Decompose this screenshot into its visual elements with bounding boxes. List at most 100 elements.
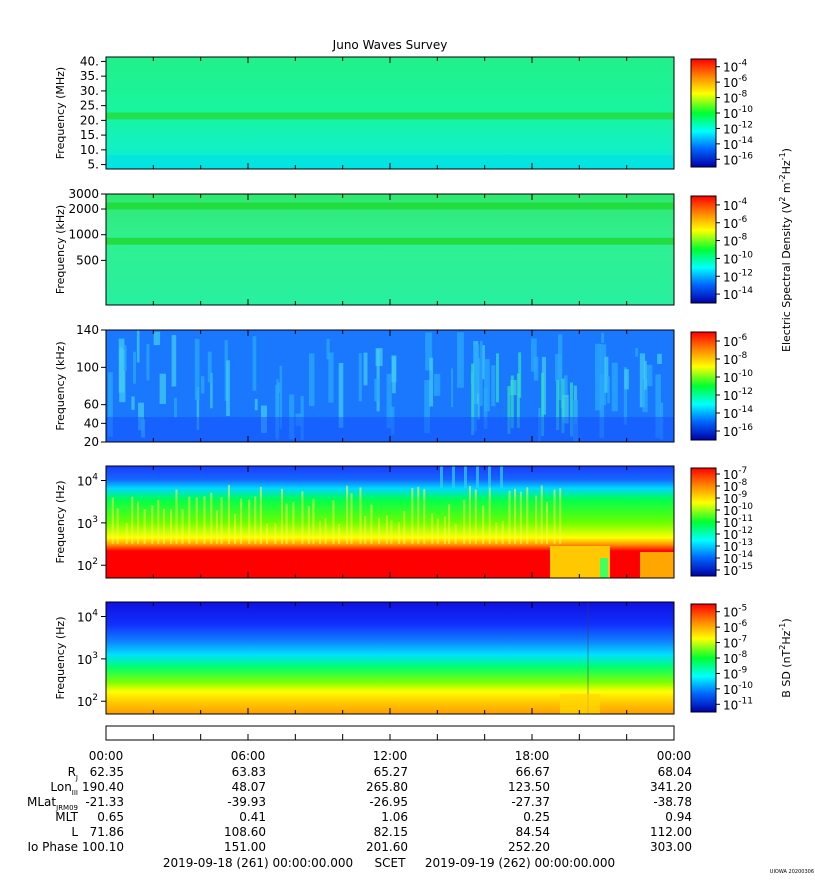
y-tick-label: 103 — [77, 651, 98, 667]
ephemeris-value: -38.78 — [653, 795, 692, 809]
emission-streak — [259, 486, 262, 544]
emission-streak — [451, 368, 454, 408]
ephemeris-row-label: LonIII — [50, 780, 78, 797]
emission-streak — [285, 503, 288, 544]
emission-streak — [300, 396, 304, 440]
emission-streak — [308, 353, 315, 407]
y-axis-label: Frequency (kHz) — [54, 341, 67, 430]
emission-streak — [240, 498, 243, 544]
emission-streak — [123, 345, 127, 371]
emission-streak — [138, 402, 145, 431]
y-tick-label: 20 — [84, 435, 99, 449]
emission-streak — [476, 466, 479, 488]
ephemeris-table: 00:00 06:00 12:00 18:00 00:00 RJ 62.35 63.83 65.… — [27, 725, 692, 854]
emission-patch — [560, 694, 600, 714]
bsd-label: B SD (nT2Hz-1) — [778, 618, 793, 697]
emission-streak — [378, 517, 381, 544]
emission-streak — [194, 338, 200, 400]
emission-streak — [482, 345, 485, 380]
time-label: 06:00 — [231, 749, 266, 763]
emission-streak — [136, 501, 139, 544]
emission-streak — [526, 487, 529, 544]
emission-streak — [482, 505, 485, 544]
emission-streak — [301, 491, 304, 544]
emission-streak — [312, 498, 315, 544]
emission-streak — [471, 363, 475, 436]
emission-streak — [599, 373, 605, 438]
emission-streak — [594, 343, 602, 411]
scet-end: 2019-09-19 (262) 00:00:00.000 — [425, 856, 615, 870]
emission-streak — [254, 398, 258, 411]
colorbar-tick-label: 10-4 — [723, 59, 748, 75]
colorbar-titles: Electric Spectral Density (V2 m-2Hz-1) B … — [778, 148, 793, 698]
colorbar-tick-label: 10-8 — [723, 351, 748, 367]
colorbar-tick-label: 10-6 — [723, 74, 748, 90]
ephemeris-value: 108.60 — [224, 825, 266, 839]
y-tick-label: 3000 — [68, 187, 99, 201]
emission-streak — [424, 380, 431, 434]
emission-streak — [119, 347, 123, 363]
emission-streak — [275, 384, 280, 439]
emission-streak — [319, 520, 322, 544]
emission-streak — [443, 516, 446, 544]
emission-streak — [363, 352, 368, 386]
panel-4: 104 103 102 Frequency (Hz) — [54, 465, 675, 579]
colorbar-tick-label: 10-16 — [723, 423, 753, 439]
colorbar-2: 10-4 10-6 10-810-10 10-12 10-14 — [690, 195, 753, 304]
emission-streak — [540, 485, 543, 544]
y-tick-label: 2000 — [68, 202, 99, 216]
emission-streak — [181, 509, 184, 544]
emission-streak — [392, 356, 396, 394]
emission-streak — [433, 373, 441, 396]
emission-streak — [375, 348, 383, 366]
emission-streak — [338, 362, 344, 428]
ephemeris-row-label: Io Phase — [27, 840, 78, 854]
emission-streak — [454, 523, 457, 544]
emission-streak — [403, 511, 406, 544]
colorbar-tick-label: 10-12 — [723, 268, 753, 284]
scet-start: 2019-09-18 (261) 00:00:00.000 — [163, 856, 353, 870]
emission-streak — [611, 362, 618, 412]
emission-streak — [604, 356, 609, 393]
colorbar-tick-label: 10-15 — [723, 562, 753, 578]
emission-streak — [279, 365, 283, 429]
ephemeris-value: -27.37 — [511, 795, 550, 809]
scet-label: SCET — [375, 856, 407, 870]
emission-streak — [495, 522, 498, 544]
emission-streak — [324, 517, 327, 544]
colorbar-tick-label: 10-14 — [723, 136, 753, 152]
emission-streak — [188, 496, 191, 544]
emission-streak — [196, 387, 200, 430]
ephemeris-value: 63.83 — [232, 765, 266, 779]
colorbar-gradient — [690, 331, 717, 441]
emission-streak — [169, 509, 172, 544]
emission-streak — [473, 344, 480, 394]
emission-streak — [131, 496, 134, 544]
ephemeris-row-label: MLT — [55, 810, 78, 824]
emission-streak — [464, 466, 467, 488]
colorbar-tick-label: 10-6 — [723, 619, 748, 635]
emission-streak — [358, 353, 362, 402]
colorbar-tick-label: 10-9 — [723, 665, 748, 681]
colorbar-gradient — [690, 195, 717, 304]
emission-streak — [474, 489, 477, 544]
emission-streak — [468, 485, 471, 544]
emission-streak — [516, 373, 520, 428]
ephemeris-value: 112.00 — [650, 825, 692, 839]
emission-streak — [173, 397, 177, 418]
emission-streak — [425, 332, 433, 371]
emission-streak — [484, 359, 490, 412]
emission-streak — [471, 375, 477, 432]
emission-streak — [226, 360, 230, 417]
emission-streak — [448, 504, 451, 544]
panel-1: 5.10.15.20.25.30.35.40. Frequency (MHz) — [54, 54, 675, 172]
spectrogram-panels: 5.10.15.20.25.30.35.40. Frequency (MHz) 30… — [54, 54, 675, 715]
ephemeris-value: 201.60 — [366, 840, 408, 854]
ephemeris-value: 252.20 — [508, 840, 550, 854]
colorbar-tick-label: 10-5 — [723, 604, 747, 620]
emission-streak — [639, 353, 646, 408]
emission-streak — [391, 406, 395, 435]
emission-streak — [556, 380, 560, 431]
ephemeris-value: 1.06 — [381, 810, 408, 824]
